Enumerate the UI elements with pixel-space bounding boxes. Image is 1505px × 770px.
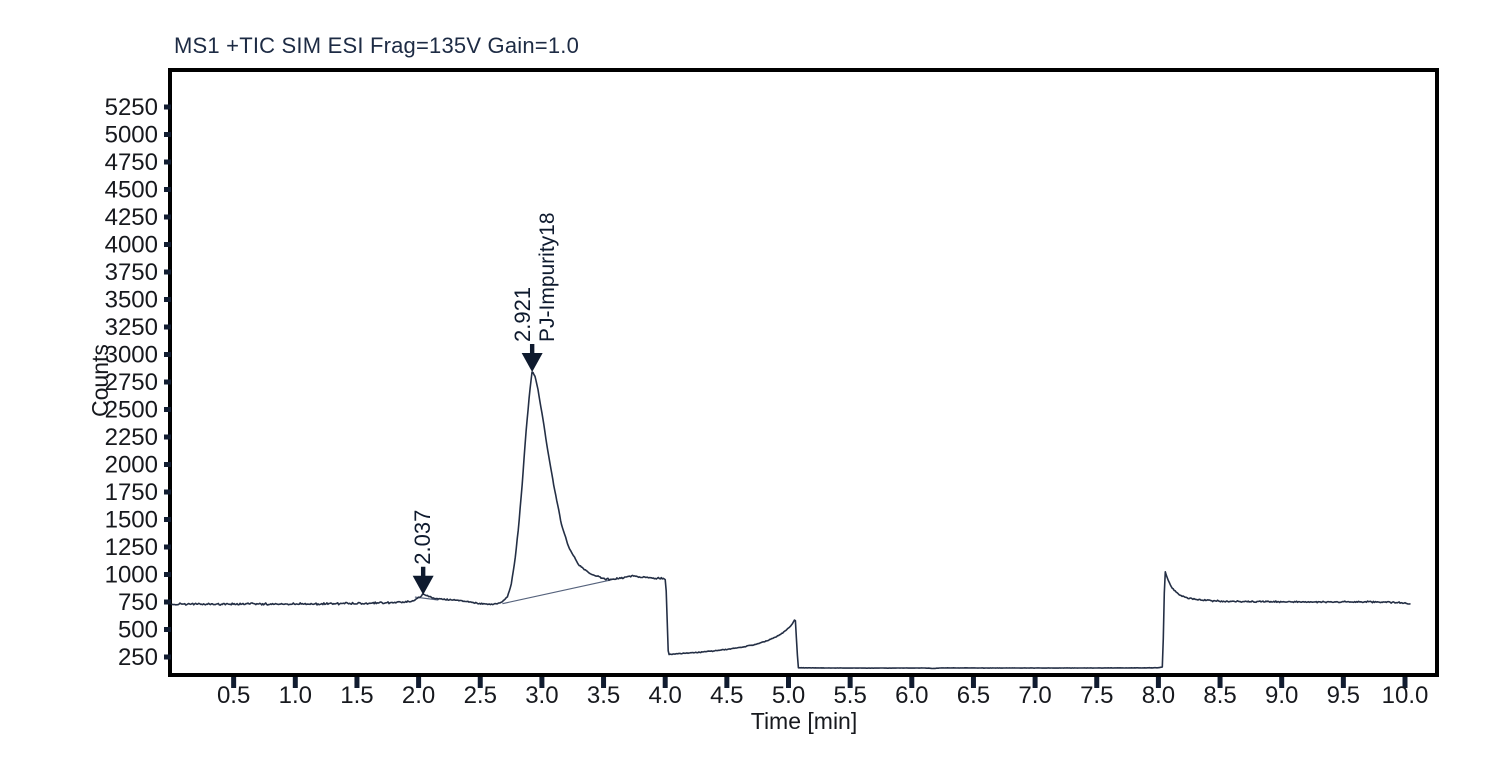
x-tick-label: 7.0 bbox=[1018, 682, 1051, 709]
y-tick-label: 3250 bbox=[105, 314, 158, 341]
peak-arrow-icon bbox=[412, 575, 434, 595]
peak-annotations: 2.037 2.921 PJ-Impurity18 bbox=[410, 212, 559, 595]
integration-baseline bbox=[502, 579, 612, 605]
y-tick-label: 5250 bbox=[105, 94, 158, 121]
y-tick-label: 500 bbox=[118, 617, 158, 644]
peak-arrow-icon bbox=[521, 353, 543, 372]
x-tick-label: 5.5 bbox=[833, 682, 866, 709]
x-tick-label: 7.5 bbox=[1080, 682, 1113, 709]
x-tick-label: 1.0 bbox=[279, 682, 312, 709]
x-tick-label: 3.5 bbox=[587, 682, 620, 709]
x-tick-label: 6.0 bbox=[895, 682, 928, 709]
y-tick-label: 2750 bbox=[105, 369, 158, 396]
y-tick-label: 2500 bbox=[105, 397, 158, 424]
x-tick-label: 9.0 bbox=[1265, 682, 1298, 709]
peak-arrow-stem bbox=[420, 566, 426, 578]
y-axis-title: Counts bbox=[87, 344, 113, 417]
x-tick-label: 0.5 bbox=[217, 682, 250, 709]
x-tick-label: 3.0 bbox=[525, 682, 558, 709]
y-tick-label: 5000 bbox=[105, 122, 158, 149]
y-tick-label: 1750 bbox=[105, 479, 158, 506]
y-tick-label: 1000 bbox=[105, 562, 158, 589]
y-tick-label: 1250 bbox=[105, 534, 158, 561]
x-tick-label: 5.0 bbox=[772, 682, 805, 709]
x-axis-title: Time [min] bbox=[751, 708, 858, 734]
chart-title: MS1 +TIC SIM ESI Frag=135V Gain=1.0 bbox=[174, 33, 580, 58]
tic-trace-path bbox=[171, 371, 1411, 670]
x-axis-ticks: 0.5 1.0 1.5 2.0 2.5 3.0 3.5 4.0 4.5 5.0 5.5 6.0 6.5 7… bbox=[217, 677, 1428, 709]
x-tick-label: 1.5 bbox=[340, 682, 373, 709]
peak-rt-label: 2.921 bbox=[510, 287, 535, 342]
peak-rt-label: 2.037 bbox=[410, 510, 435, 565]
y-tick-label: 2000 bbox=[105, 452, 158, 479]
x-tick-label: 9.5 bbox=[1327, 682, 1360, 709]
y-tick-label: 3750 bbox=[105, 259, 158, 286]
peak-name-label: PJ-Impurity18 bbox=[536, 212, 559, 342]
peak-arrow-stem bbox=[529, 344, 535, 355]
x-tick-label: 4.5 bbox=[710, 682, 743, 709]
x-tick-label: 2.0 bbox=[402, 682, 435, 709]
x-tick-label: 10.0 bbox=[1382, 682, 1429, 709]
y-tick-label: 3000 bbox=[105, 342, 158, 369]
x-tick-label: 8.5 bbox=[1203, 682, 1236, 709]
x-tick-label: 4.0 bbox=[649, 682, 682, 709]
y-tick-label: 750 bbox=[118, 589, 158, 616]
y-axis-ticks: 2505007501000125015001750200022502500275… bbox=[105, 94, 171, 671]
y-tick-label: 4250 bbox=[105, 204, 158, 231]
y-tick-label: 4750 bbox=[105, 149, 158, 176]
y-tick-label: 4000 bbox=[105, 232, 158, 259]
plot-border bbox=[168, 68, 1439, 677]
y-tick-label: 4500 bbox=[105, 177, 158, 204]
y-tick-label: 2250 bbox=[105, 424, 158, 451]
x-tick-label: 8.0 bbox=[1142, 682, 1175, 709]
x-tick-label: 6.5 bbox=[957, 682, 990, 709]
x-tick-label: 2.5 bbox=[464, 682, 497, 709]
y-tick-label: 3500 bbox=[105, 287, 158, 314]
y-tick-label: 250 bbox=[118, 644, 158, 671]
y-tick-label: 1500 bbox=[105, 507, 158, 534]
